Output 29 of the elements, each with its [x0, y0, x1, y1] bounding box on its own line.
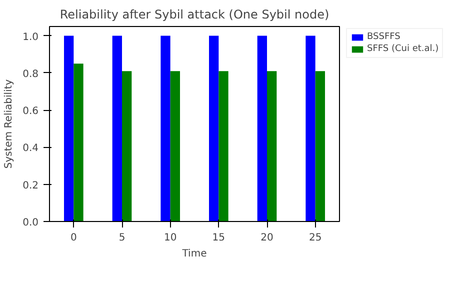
y-axis-title: System Reliability	[4, 79, 15, 169]
x-tick-label: 10	[164, 232, 177, 244]
x-tick-label: 0	[70, 232, 77, 244]
y-tick-label: 0.2	[22, 180, 39, 192]
bar	[112, 36, 122, 222]
y-tick-label: 1.0	[22, 32, 39, 43]
legend-label: SFFS (Cui et.al.)	[367, 44, 439, 54]
bar	[209, 36, 219, 222]
bar	[257, 36, 267, 222]
x-tick-label: 5	[118, 232, 126, 244]
x-tick-label: 15	[212, 232, 226, 244]
bar	[74, 64, 84, 222]
bar	[306, 36, 316, 222]
y-tick-label: 0.6	[22, 106, 39, 118]
bar	[122, 71, 132, 222]
bar	[64, 36, 74, 222]
y-tick-label: 0.8	[22, 68, 39, 80]
bar	[218, 71, 228, 222]
bar	[315, 71, 325, 222]
bar	[170, 71, 180, 222]
legend-label: BSSFFS	[367, 32, 400, 42]
y-tick-label: 0.4	[22, 143, 39, 154]
y-tick-label: 0.0	[22, 218, 39, 228]
x-tick-label: 20	[260, 232, 274, 244]
chart-title: Reliability after Sybil attack (One Sybil node)	[60, 8, 330, 22]
x-tick-label: 25	[308, 232, 322, 244]
x-axis-title: Time	[181, 248, 207, 260]
bar	[267, 71, 277, 222]
bar	[160, 36, 170, 222]
